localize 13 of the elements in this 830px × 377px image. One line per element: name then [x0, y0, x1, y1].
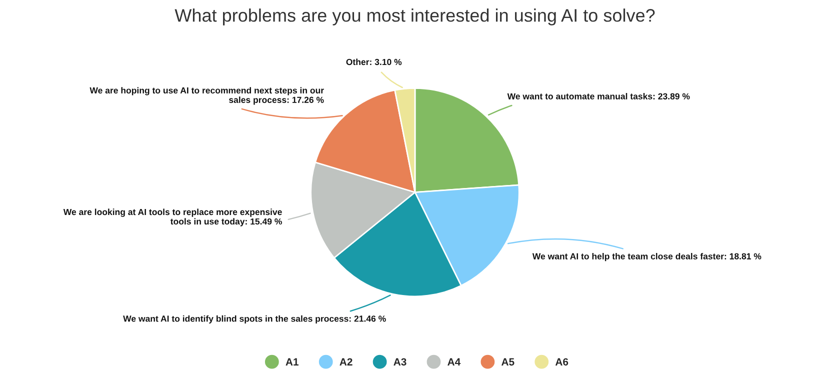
data-label: We want AI to identify blind spots in the sales process: 21.46 %: [123, 315, 386, 324]
data-label: We are looking at AI tools to replace more expensive tools in use today: 15.49 %: [63, 208, 282, 226]
data-label: We are hoping to use AI to recommend next steps in our sales process: 17.26 %: [90, 87, 324, 105]
chart-title: What problems are you most interested in using AI to solve?: [174, 8, 655, 26]
data-label: We want AI to help the team close deals faster: 18.81 %: [532, 252, 762, 262]
data-label: Other: 3.10 %: [346, 58, 402, 66]
legend-label: A2: [340, 358, 352, 366]
legend-label: A3: [394, 358, 406, 366]
data-label: We want to automate manual tasks: 23.89 %: [507, 93, 690, 100]
legend-label: A6: [555, 358, 568, 366]
legend-label: A1: [286, 358, 298, 366]
legend-label: A5: [501, 358, 514, 366]
legend-label: A4: [448, 358, 461, 366]
